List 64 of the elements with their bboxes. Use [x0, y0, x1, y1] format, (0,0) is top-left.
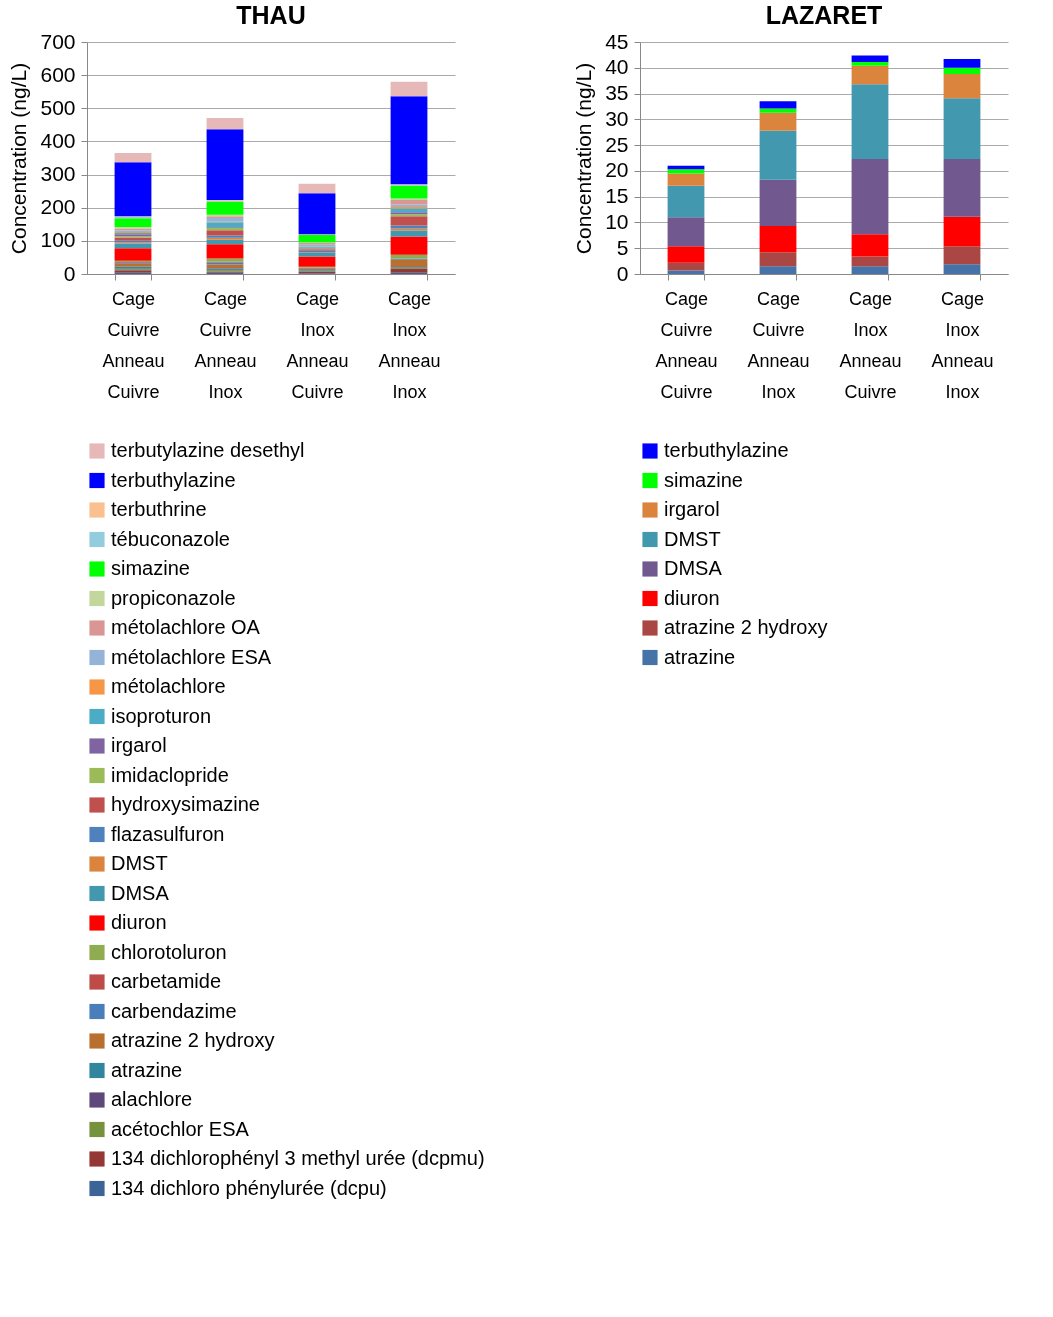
y-tick-label: 5 — [616, 235, 629, 259]
x-tick-label: Cage Cuivre Anneau Cuivre — [655, 288, 718, 402]
y-tick-label: 100 — [40, 228, 76, 252]
legend-label: terbuthylazine — [664, 439, 789, 461]
legend-label: carbendazime — [111, 999, 237, 1022]
legend-label: irgarol — [664, 498, 720, 520]
y-tick-label: 30 — [605, 106, 629, 130]
legend-label: métolachlore ESA — [111, 645, 272, 668]
chart-title: LAZARET — [765, 1, 883, 29]
y-axis-title: Concentration (ng/L) — [572, 62, 596, 255]
legend-label: DMST — [664, 527, 721, 550]
y-tick-label: 20 — [605, 158, 629, 182]
legend-label: tébuconazole — [111, 527, 230, 550]
legend-label: DMST — [111, 852, 168, 874]
y-axis-title: Concentration (ng/L) — [7, 62, 31, 255]
legend-label: métolachlore — [111, 675, 226, 697]
legend-label: DMSA — [664, 557, 723, 579]
legend-label: terbutylazine desethyl — [111, 439, 305, 461]
y-tick-label: 200 — [40, 195, 76, 219]
legend-label: carbetamide — [111, 970, 222, 992]
legend-label: terbuthrine — [111, 498, 207, 520]
legend-label: diuron — [111, 911, 167, 933]
legend-label: propiconazole — [111, 586, 236, 609]
legend-label: 134 dichloro phénylurée (dcpu) — [111, 1176, 387, 1199]
legend-label: chlorotoluron — [111, 940, 227, 963]
legend-label: 134 dichlorophényl 3 methyl urée (dcpmu) — [111, 1147, 485, 1169]
legend-label: imidaclopride — [111, 763, 229, 786]
y-tick-label: 10 — [605, 209, 629, 233]
x-tick-label: Cage Cuivre Anneau Inox — [747, 288, 810, 402]
chart-title: THAU — [236, 1, 306, 29]
x-tick-label: Cage Inox Anneau Inox — [378, 288, 441, 402]
y-tick-label: 500 — [40, 95, 76, 119]
y-tick-label: 600 — [40, 62, 76, 86]
legend-label: acétochlor ESA — [111, 1117, 250, 1140]
y-tick-label: 700 — [40, 29, 76, 53]
legend-label: flazasulfuron — [111, 822, 225, 845]
y-tick-label: 15 — [605, 184, 629, 208]
legend-label: terbuthylazine — [111, 468, 236, 491]
y-tick-label: 0 — [63, 261, 76, 285]
y-tick-label: 45 — [605, 29, 629, 53]
x-tick-label: Cage Inox Anneau Inox — [931, 288, 994, 402]
y-tick-label: 25 — [605, 132, 629, 156]
x-tick-label: Cage Inox Anneau Cuivre — [286, 288, 349, 402]
x-tick-label: Cage Inox Anneau Cuivre — [839, 288, 902, 402]
legend-label: métolachlore OA — [111, 616, 261, 638]
legend-label: simazine — [664, 468, 743, 491]
legend-label: atrazine — [111, 1058, 183, 1081]
y-tick-label: 400 — [40, 128, 76, 152]
legend-label: hydroxysimazine — [111, 793, 260, 815]
x-tick-label: Cage Cuivre Anneau Inox — [194, 288, 257, 402]
legend-label: diuron — [664, 586, 720, 609]
legend-label: irgarol — [111, 734, 167, 756]
y-tick-label: 35 — [605, 81, 629, 105]
legend-label: isoproturon — [111, 704, 212, 727]
legend-label: DMSA — [111, 881, 170, 904]
legend-label: atrazine 2 hydroxy — [111, 1029, 275, 1051]
y-tick-label: 0 — [616, 261, 629, 285]
legend-label: alachlore — [111, 1088, 193, 1110]
legend-label: atrazine 2 hydroxy — [664, 616, 828, 638]
y-tick-label: 40 — [605, 55, 629, 79]
y-tick-label: 300 — [40, 162, 76, 186]
x-tick-label: Cage Cuivre Anneau Cuivre — [102, 288, 165, 402]
legend-label: atrazine — [664, 645, 736, 668]
legend-label: simazine — [111, 557, 190, 579]
